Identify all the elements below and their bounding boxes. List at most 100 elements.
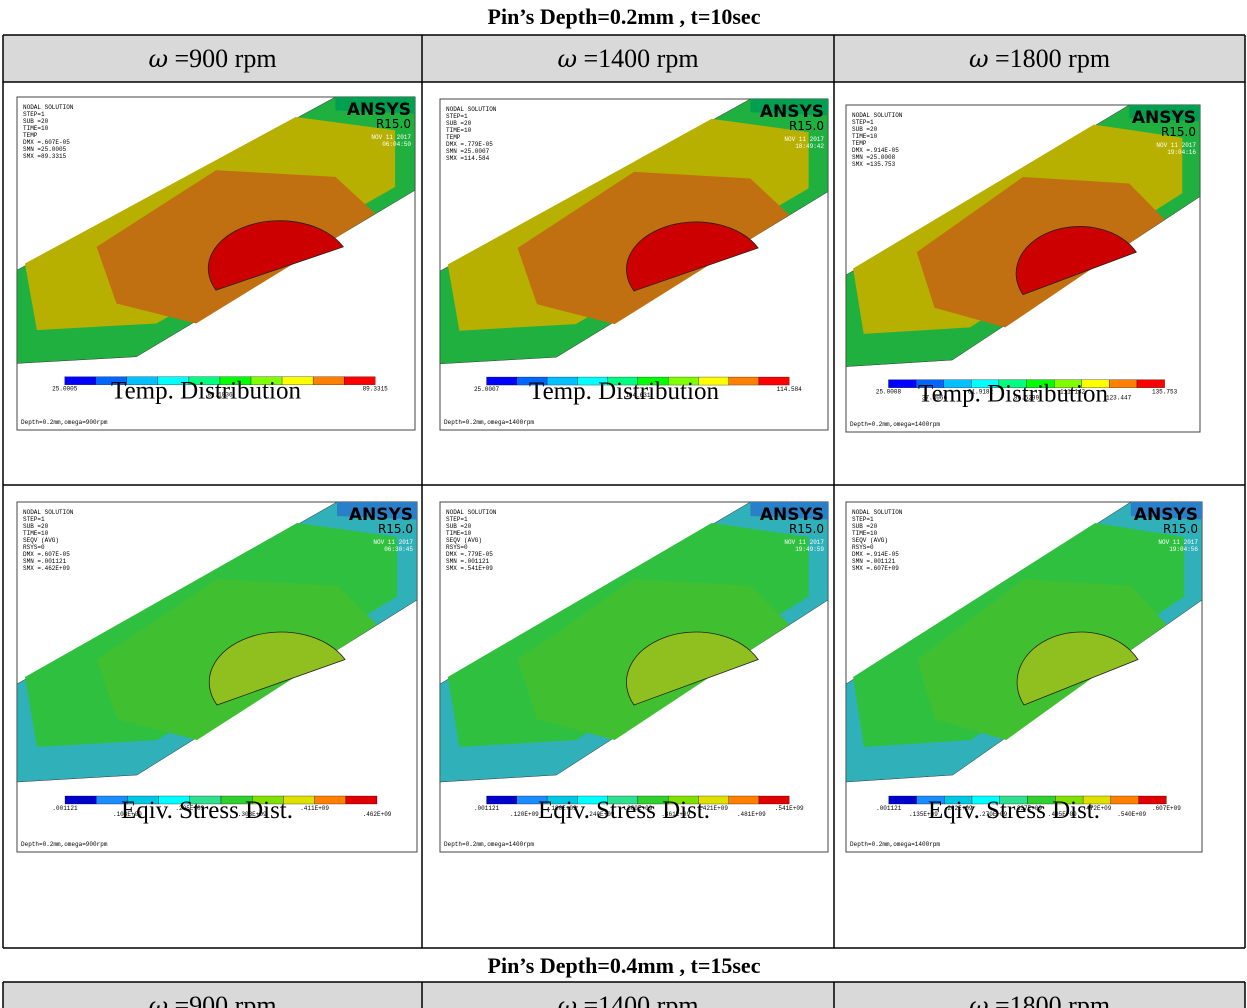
run-date: NOV 11 2017 xyxy=(784,136,824,143)
omega-symbol: ω xyxy=(148,45,168,73)
rpm-label: =1400 rpm xyxy=(577,991,699,1008)
column-header: ω =1800 rpm xyxy=(969,991,1110,1008)
solution-info: TEMP xyxy=(446,134,461,141)
rpm-label: =1800 rpm xyxy=(989,44,1111,73)
solution-info: SEQV (AVG) xyxy=(446,537,482,544)
legend-label: 89.3315 xyxy=(363,386,389,393)
solution-info: TIME=10 xyxy=(852,530,878,537)
solution-info: STEP=1 xyxy=(852,119,874,126)
legend-label: .001121 xyxy=(474,805,500,812)
legend-label: .462E+09 xyxy=(363,811,392,818)
legend-label: .411E+09 xyxy=(300,805,329,812)
run-time: 18:49:42 xyxy=(795,143,824,150)
legend-swatch xyxy=(1111,796,1139,804)
solution-info: DMX =.914E-05 xyxy=(852,551,899,558)
solution-info: SEQV (AVG) xyxy=(23,537,59,544)
solution-info: DMX =.607E-05 xyxy=(23,551,70,558)
solution-info: RSYS=0 xyxy=(23,544,45,551)
solution-info: SUB =20 xyxy=(852,523,878,530)
section-title: Pin’s Depth=0.4mm , t=15sec xyxy=(488,953,761,978)
solution-info: SUB =20 xyxy=(446,120,472,127)
solution-info: TIME=10 xyxy=(23,125,49,132)
legend-label: .001121 xyxy=(876,805,902,812)
legend-label: .120E+09 xyxy=(510,811,539,818)
run-date: NOV 11 2017 xyxy=(373,539,413,546)
column-header: ω =1400 rpm xyxy=(557,44,698,73)
legend-swatch xyxy=(1139,796,1167,804)
figure-caption: Eqiv. Stress Dist. xyxy=(538,797,710,824)
figure-footer: Depth=0.2mm,omega=900rpm xyxy=(21,841,108,848)
legend-label: 135.753 xyxy=(1152,389,1178,396)
solution-info: SMN =25.0007 xyxy=(446,148,490,155)
figure-footer: Depth=0.2mm,omega=900rpm xyxy=(21,419,108,426)
run-time: 19:04:16 xyxy=(1167,149,1196,156)
column-header: ω =900 rpm xyxy=(148,44,276,73)
legend-swatch xyxy=(346,796,377,804)
solution-info: SMX =114.584 xyxy=(446,155,490,162)
figure-caption: Eqiv. Stress Dist. xyxy=(121,797,293,824)
solution-info: SMN =25.0005 xyxy=(23,146,67,153)
solution-info: TEMP xyxy=(23,132,38,139)
solution-info: DMX =.914E-05 xyxy=(852,147,899,154)
ansys-version: R15.0 xyxy=(376,117,411,131)
solution-info: TIME=10 xyxy=(852,133,878,140)
solution-info: NODAL SOLUTION xyxy=(23,509,74,516)
rpm-label: =1800 rpm xyxy=(989,991,1111,1008)
figure-footer: Depth=0.2mm,omega=1400rpm xyxy=(444,419,534,426)
legend-label: .481E+09 xyxy=(737,811,766,818)
solution-info: DMX =.779E-05 xyxy=(446,551,493,558)
solution-info: SMX =.462E+09 xyxy=(23,565,70,572)
solution-info: SMX =135.753 xyxy=(852,161,896,168)
solution-info: STEP=1 xyxy=(852,516,874,523)
legend-label: .540E+09 xyxy=(1117,811,1146,818)
column-header: ω =900 rpm xyxy=(148,991,276,1008)
solution-info: SEQV (AVG) xyxy=(852,537,888,544)
run-time: 06:30:45 xyxy=(384,546,413,553)
run-date: NOV 11 2017 xyxy=(1158,539,1198,546)
rpm-label: =900 rpm xyxy=(168,991,277,1008)
legend-label: 123.447 xyxy=(1106,395,1132,402)
figure-footer: Depth=0.2mm,omega=1400rpm xyxy=(444,841,534,848)
omega-symbol: ω xyxy=(148,992,168,1008)
solution-info: TEMP xyxy=(852,140,867,147)
legend-swatch xyxy=(1109,380,1137,388)
legend-swatch xyxy=(315,796,346,804)
solution-info: SMX =89.3315 xyxy=(23,153,67,160)
rpm-label: =1400 rpm xyxy=(577,44,699,73)
legend-swatch xyxy=(1137,380,1165,388)
legend-swatch xyxy=(344,377,375,385)
omega-symbol: ω xyxy=(969,992,989,1008)
run-date: NOV 11 2017 xyxy=(784,539,824,546)
solution-info: RSYS=0 xyxy=(852,544,874,551)
legend-label: 25.0007 xyxy=(474,386,500,393)
solution-info: SMN =25.0008 xyxy=(852,154,896,161)
run-time: 19:04:56 xyxy=(1169,546,1198,553)
ansys-version: R15.0 xyxy=(1161,125,1196,139)
figure-footer: Depth=0.2mm,omega=1400rpm xyxy=(850,841,940,848)
solution-info: STEP=1 xyxy=(446,516,468,523)
legend-swatch xyxy=(729,796,759,804)
solution-info: TIME=10 xyxy=(446,127,472,134)
run-date: NOV 11 2017 xyxy=(1156,142,1196,149)
legend-swatch xyxy=(729,377,759,385)
ansys-version: R15.0 xyxy=(1163,522,1198,536)
solution-info: NODAL SOLUTION xyxy=(852,509,903,516)
legend-label: 25.0005 xyxy=(52,386,78,393)
document: Pin’s Depth=0.2mm , t=10secω =900 rpmω =… xyxy=(0,0,1247,1008)
ansys-version: R15.0 xyxy=(789,119,824,133)
column-header: ω =1400 rpm xyxy=(557,991,698,1008)
omega-symbol: ω xyxy=(557,45,577,73)
figure-caption: Temp. Distribution xyxy=(529,378,719,405)
solution-info: SUB =20 xyxy=(852,126,878,133)
legend-swatch xyxy=(487,796,517,804)
legend-swatch xyxy=(759,796,789,804)
legend-label: .541E+09 xyxy=(775,805,804,812)
solution-info: NODAL SOLUTION xyxy=(446,106,497,113)
run-time: 19:49:59 xyxy=(795,546,824,553)
solution-info: DMX =.607E-05 xyxy=(23,139,70,146)
legend-swatch xyxy=(889,796,917,804)
solution-info: STEP=1 xyxy=(23,111,45,118)
solution-info: SUB =20 xyxy=(23,118,49,125)
solution-info: SUB =20 xyxy=(446,523,472,530)
ansys-version: R15.0 xyxy=(789,522,824,536)
